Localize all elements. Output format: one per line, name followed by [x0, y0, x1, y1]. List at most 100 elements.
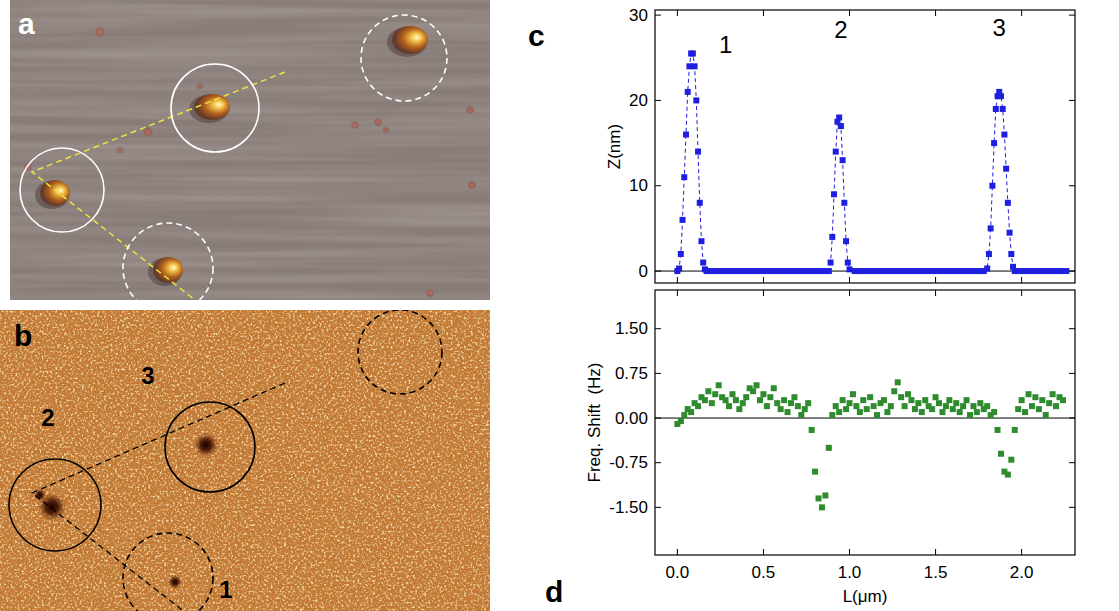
data-point	[836, 114, 842, 120]
data-point	[977, 400, 983, 406]
data-point	[946, 397, 952, 403]
data-point	[860, 397, 866, 403]
data-point	[1039, 397, 1045, 403]
x-tick-label: 1.5	[924, 563, 948, 582]
x-tick	[1021, 277, 1022, 283]
data-point	[771, 385, 777, 391]
data-point	[991, 409, 997, 415]
x-tick	[849, 10, 850, 16]
data-point	[853, 403, 859, 409]
marker-circle	[358, 310, 442, 394]
x-tick	[849, 277, 850, 283]
panel-letter: b	[14, 319, 32, 352]
x-tick	[935, 277, 936, 283]
particle-label: 1	[219, 576, 232, 603]
x-tick	[1021, 290, 1022, 296]
particle-label: 2	[41, 404, 54, 431]
data-point	[924, 268, 930, 274]
data-point	[847, 400, 853, 406]
data-point	[998, 93, 1004, 99]
data-point	[1007, 230, 1013, 236]
frequency-image	[0, 310, 490, 611]
small-particle	[373, 117, 383, 127]
data-point	[700, 260, 706, 266]
data-point	[895, 379, 901, 385]
x-tick	[677, 290, 678, 296]
y-tick-label: 0.75	[615, 364, 648, 383]
data-point	[709, 400, 715, 406]
data-point	[760, 391, 766, 397]
data-point	[688, 409, 694, 415]
plot-data	[674, 379, 1066, 510]
data-point	[776, 268, 782, 274]
y-tick	[1069, 507, 1075, 508]
x-tick	[935, 10, 936, 16]
chart: 0102030Z(nm)123	[605, 6, 1075, 283]
data-point	[695, 403, 701, 409]
data-point	[1048, 268, 1054, 274]
data-point	[1026, 391, 1032, 397]
data-point	[934, 268, 940, 274]
small-particle	[196, 82, 204, 90]
data-point	[812, 469, 818, 475]
small-particle	[382, 126, 390, 134]
marker-circle	[9, 459, 101, 551]
data-point	[812, 268, 818, 274]
particle	[40, 180, 70, 206]
data-point	[695, 149, 701, 155]
figure: ab2310102030Z(nm)1230.00.51.01.52.0-1.50…	[0, 0, 1119, 611]
data-point	[943, 403, 949, 409]
data-point	[888, 403, 894, 409]
data-point	[745, 268, 751, 274]
series-line	[677, 54, 1066, 272]
data-point	[760, 268, 766, 274]
data-point	[867, 394, 873, 400]
data-point	[1000, 106, 1006, 112]
data-point	[809, 427, 815, 433]
data-point	[950, 268, 956, 274]
data-point	[1008, 457, 1014, 463]
data-point	[698, 238, 704, 244]
data-point	[986, 251, 992, 257]
data-point	[891, 388, 897, 394]
data-point	[817, 268, 823, 274]
data-point	[719, 268, 725, 274]
data-point	[798, 412, 804, 418]
data-point	[743, 394, 749, 400]
data-point	[757, 397, 763, 403]
data-point	[733, 397, 739, 403]
data-point	[872, 268, 878, 274]
x-tick	[763, 10, 764, 16]
data-point	[929, 268, 935, 274]
x-tick-label: 0.0	[666, 563, 690, 582]
y-tick	[1069, 328, 1075, 329]
x-tick-label: 2.0	[1010, 563, 1034, 582]
data-point	[807, 268, 813, 274]
data-point	[797, 268, 803, 274]
data-point	[716, 382, 722, 388]
data-point	[771, 268, 777, 274]
data-point	[840, 157, 846, 163]
data-point	[740, 400, 746, 406]
data-point	[857, 268, 863, 274]
data-point	[845, 260, 851, 266]
data-point	[802, 406, 808, 412]
x-tick	[849, 549, 850, 555]
data-point	[829, 412, 835, 418]
image-ground	[0, 310, 490, 611]
data-point	[967, 412, 973, 418]
small-particle	[94, 26, 106, 38]
marker-circle	[165, 402, 255, 492]
panel-letter: c	[528, 19, 545, 52]
x-tick	[677, 277, 678, 283]
data-point	[764, 403, 770, 409]
data-point	[692, 63, 698, 69]
data-point	[681, 412, 687, 418]
marker-circle	[171, 64, 259, 152]
data-point	[1012, 427, 1018, 433]
particle	[194, 94, 230, 120]
y-tick-label: 10	[629, 176, 648, 195]
particle	[392, 26, 428, 54]
data-point	[965, 268, 971, 274]
data-point	[871, 403, 877, 409]
